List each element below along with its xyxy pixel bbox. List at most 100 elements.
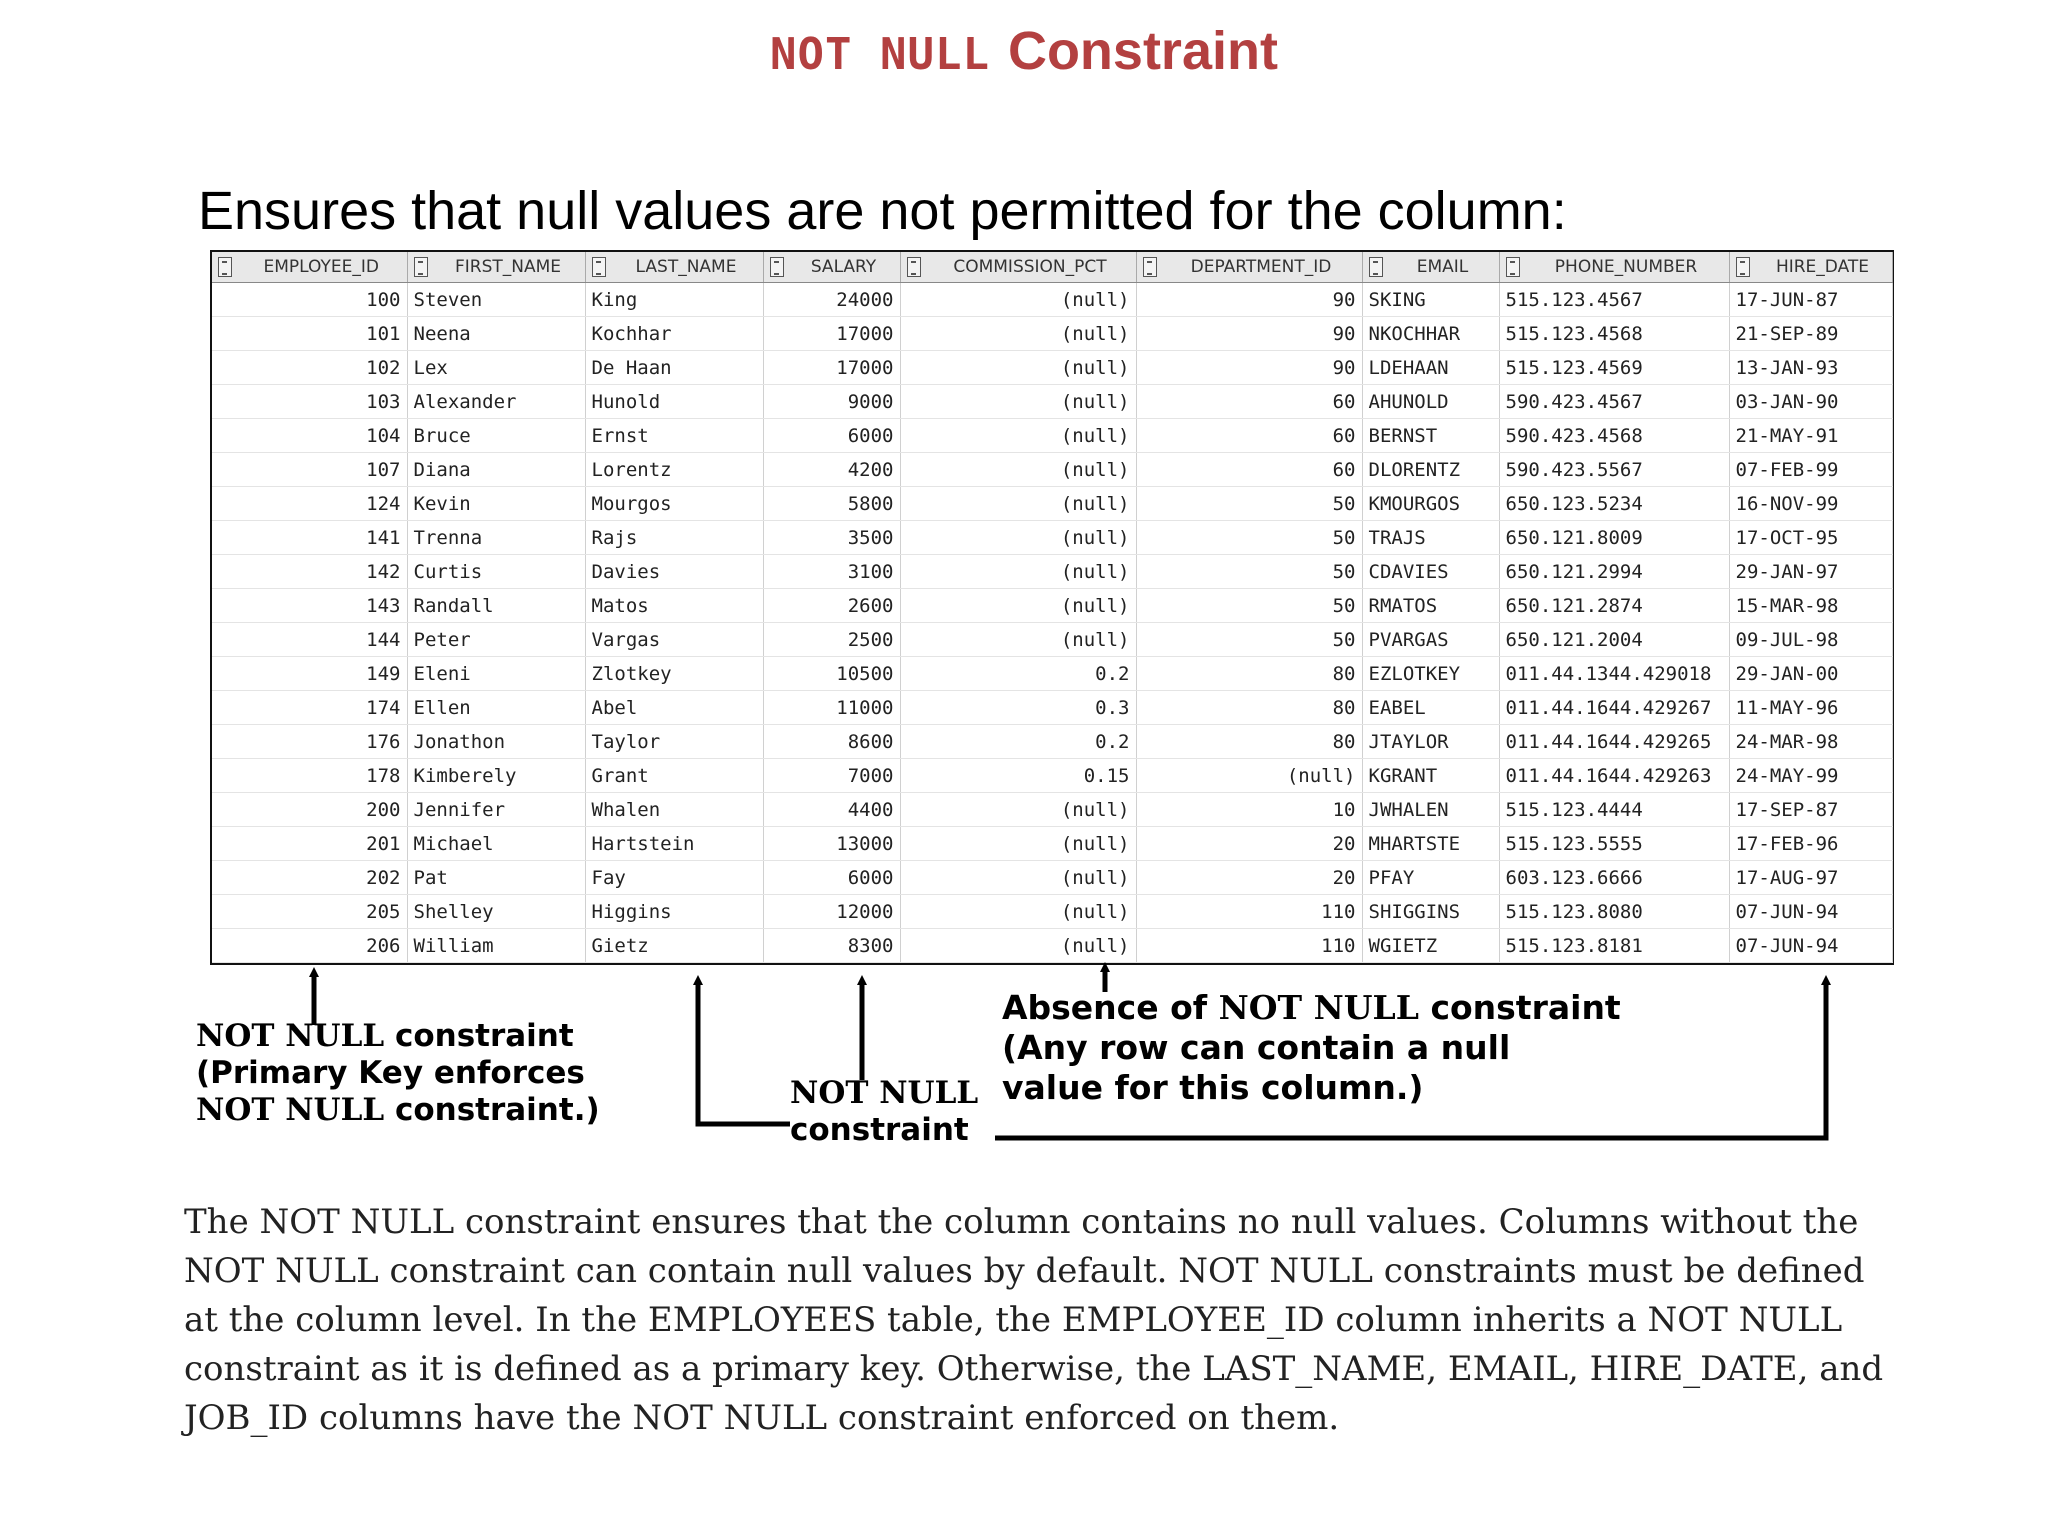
table-cell: 176	[212, 724, 408, 759]
table-cell: William	[407, 928, 586, 963]
table-cell: JWHALEN	[1362, 792, 1500, 827]
table-cell: 101	[212, 316, 408, 351]
table-row: 100 Steven King 24000 (null) 90 SKING 515.123.4…	[212, 282, 1893, 317]
table-cell: King	[585, 282, 764, 317]
table-cell: 90	[1136, 316, 1363, 351]
table-cell: 8600	[763, 724, 901, 759]
table-cell: 515.123.8181	[1499, 928, 1730, 963]
table-cell: Jonathon	[407, 724, 586, 759]
table-cell: (null)	[900, 894, 1137, 929]
table-cell: 3500	[763, 520, 901, 555]
table-cell: 60	[1136, 418, 1363, 453]
table-cell: Kevin	[407, 486, 586, 521]
column-handle-icon[interactable]	[218, 257, 232, 277]
callout-pk-text3: constraint.)	[384, 1092, 600, 1128]
table-cell: Gietz	[585, 928, 764, 963]
column-header-label: LAST_NAME	[635, 257, 737, 277]
arrow-last-name	[693, 975, 790, 1127]
callout-absence-pre: Absence of	[1002, 988, 1219, 1027]
callout-pk-text: constraint	[384, 1018, 574, 1054]
table-cell: (null)	[900, 452, 1137, 487]
table-cell: 80	[1136, 724, 1363, 759]
column-handle-icon[interactable]	[1505, 257, 1520, 277]
table-cell: 0.2	[900, 724, 1137, 759]
table-cell: Kimberely	[407, 758, 586, 793]
table-row: 142 Curtis Davies 3100 (null) 50 CDAVIES 650.12…	[212, 554, 1893, 589]
table-cell: (null)	[900, 826, 1137, 861]
column-handle-icon[interactable]	[1735, 257, 1750, 277]
column-handle-icon[interactable]	[591, 257, 606, 277]
table-cell: Bruce	[407, 418, 586, 453]
column-header[interactable]: FIRST_NAME	[407, 252, 586, 283]
table-cell: Lorentz	[585, 452, 764, 487]
arrow-hire-date	[995, 975, 1831, 1141]
table-cell: 178	[212, 758, 408, 793]
table-cell: 9000	[763, 384, 901, 419]
column-header[interactable]: PHONE_NUMBER	[1499, 252, 1730, 283]
table-cell: 11000	[763, 690, 901, 725]
column-handle-icon[interactable]	[1142, 257, 1157, 277]
column-handle-icon[interactable]	[1368, 257, 1383, 277]
column-header[interactable]: LAST_NAME	[585, 252, 764, 283]
table-cell: 110	[1136, 894, 1363, 929]
employees-grid: EMPLOYEE_ID FIRST_NAME LAST_NAME SALARY COMM…	[210, 250, 1894, 965]
table-cell: 10500	[763, 656, 901, 691]
table-cell: 206	[212, 928, 408, 963]
table-cell: 17000	[763, 350, 901, 385]
table-cell: (null)	[900, 792, 1137, 827]
table-cell: 20	[1136, 826, 1363, 861]
table-cell: 201	[212, 826, 408, 861]
table-cell: Alexander	[407, 384, 586, 419]
callout-absence-keyword: NOT NULL	[1218, 988, 1419, 1027]
table-cell: 174	[212, 690, 408, 725]
column-header[interactable]: EMAIL	[1362, 252, 1500, 283]
table-cell: 515.123.8080	[1499, 894, 1730, 929]
table-cell: PFAY	[1362, 860, 1500, 895]
table-cell: 8300	[763, 928, 901, 963]
column-handle-icon[interactable]	[413, 257, 428, 277]
column-header-label: SALARY	[810, 257, 877, 277]
table-cell: 4400	[763, 792, 901, 827]
table-cell: Whalen	[585, 792, 764, 827]
column-header[interactable]: HIRE_DATE	[1729, 252, 1893, 283]
column-header[interactable]: SALARY	[763, 252, 901, 283]
column-handle-icon[interactable]	[769, 257, 784, 277]
table-row: 202 Pat Fay 6000 (null) 20 PFAY 603.123.6666 17-…	[212, 860, 1893, 895]
table-cell: 515.123.4444	[1499, 792, 1730, 827]
table-cell: 17-SEP-87	[1729, 792, 1893, 827]
table-cell: 011.44.1644.429263	[1499, 758, 1730, 793]
table-cell: 50	[1136, 486, 1363, 521]
callout-pk-line2: (Primary Key enforces	[196, 1055, 585, 1091]
table-cell: SHIGGINS	[1362, 894, 1500, 929]
table-cell: 29-JAN-00	[1729, 656, 1893, 691]
table-cell: 104	[212, 418, 408, 453]
table-row: 200 Jennifer Whalen 4400 (null) 10 JWHALEN 515.…	[212, 792, 1893, 827]
table-cell: 24-MAY-99	[1729, 758, 1893, 793]
table-cell: 3100	[763, 554, 901, 589]
table-cell: 03-JAN-90	[1729, 384, 1893, 419]
table-cell: 650.121.2004	[1499, 622, 1730, 657]
callout-absence-post: constraint	[1418, 988, 1621, 1027]
callout-not-null: NOT NULL constraint	[790, 1075, 978, 1149]
callout-nn-keyword: NOT NULL	[790, 1075, 979, 1111]
column-header[interactable]: EMPLOYEE_ID	[212, 252, 408, 283]
column-header[interactable]: COMMISSION_PCT	[900, 252, 1137, 283]
table-cell: 650.121.2994	[1499, 554, 1730, 589]
table-row: 143 Randall Matos 2600 (null) 50 RMATOS 650.121…	[212, 588, 1893, 623]
table-cell: Jennifer	[407, 792, 586, 827]
table-cell: 590.423.5567	[1499, 452, 1730, 487]
table-cell: 011.44.1644.429267	[1499, 690, 1730, 725]
table-cell: 50	[1136, 520, 1363, 555]
table-cell: 0.3	[900, 690, 1137, 725]
table-row: 103 Alexander Hunold 9000 (null) 60 AHUNOLD 590…	[212, 384, 1893, 419]
table-cell: 0.2	[900, 656, 1137, 691]
table-cell: 21-SEP-89	[1729, 316, 1893, 351]
table-cell: 7000	[763, 758, 901, 793]
table-cell: 17-AUG-97	[1729, 860, 1893, 895]
table-cell: 6000	[763, 418, 901, 453]
column-header[interactable]: DEPARTMENT_ID	[1136, 252, 1363, 283]
table-row: 104 Bruce Ernst 6000 (null) 60 BERNST 590.423.4…	[212, 418, 1893, 453]
column-handle-icon[interactable]	[906, 257, 921, 277]
table-row: 178 Kimberely Grant 7000 0.15 (null) KGRANT 011…	[212, 758, 1893, 793]
table-cell: AHUNOLD	[1362, 384, 1500, 419]
